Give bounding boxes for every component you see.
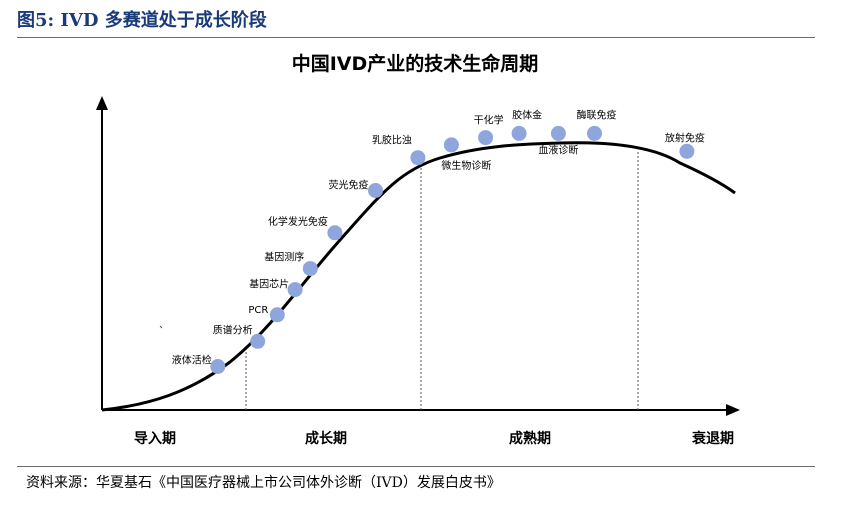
stage-dividers [245, 150, 639, 410]
data-point [250, 333, 266, 349]
point-label: 微生物诊断 [441, 159, 491, 172]
stage-label-mature: 成熟期 [509, 430, 551, 447]
data-point [269, 307, 285, 323]
point-label: 化学发光免疫 [268, 215, 328, 228]
x-axis-arrow [726, 404, 740, 416]
stage-label-intro: 导入期 [134, 431, 176, 447]
axes [101, 106, 730, 411]
point-label: 酶联免疫 [577, 108, 617, 121]
point-label: 放射免疫 [665, 131, 705, 144]
data-point [327, 225, 343, 241]
data-point [511, 125, 527, 141]
data-point [302, 261, 318, 277]
point-label: 基因测序 [264, 251, 304, 264]
point-label: 液体活检 [172, 354, 212, 367]
point-label: 血液诊断 [538, 143, 578, 156]
stage-label-decline: 衰退期 [691, 430, 734, 447]
stage-labels: 导入期 成长期 成熟期 衰退期 [134, 430, 734, 447]
data-point [287, 282, 303, 298]
stage-label-growth: 成长期 [305, 430, 347, 447]
minor-mark [159, 325, 163, 329]
point-label: 基因芯片 [249, 278, 289, 291]
y-axis-arrow [96, 96, 108, 110]
point-label: PCR [248, 305, 268, 316]
bottom-rule [17, 466, 815, 467]
point-label: 乳胶比浊 [372, 134, 412, 147]
point-label: 质谱分析 [213, 323, 253, 336]
lifecycle-curve [101, 141, 736, 412]
lifecycle-chart: 中国IVD产业的技术生命周期 液体活检 质谱分析 PCR 基因芯片 基因测序 化学发光免疫… [96, 52, 740, 447]
data-point [679, 143, 695, 159]
top-rule [17, 37, 815, 38]
figure-header: 图5: IVD 多赛道处于成长阶段 [17, 10, 267, 31]
chart-title: 中国IVD产业的技术生命周期 [292, 52, 539, 75]
point-label: 荧光免疫 [329, 179, 369, 192]
point-label: 干化学 [474, 114, 504, 127]
point-label: 胶体金 [512, 108, 542, 121]
source-note: 资料来源：华夏基石《中国医疗器械上市公司体外诊断（IVD）发展白皮书》 [26, 475, 501, 491]
data-points [210, 125, 695, 374]
data-point [550, 125, 566, 141]
data-point [210, 359, 226, 374]
data-point [443, 137, 459, 153]
data-point [368, 183, 383, 198]
data-point [478, 130, 494, 146]
data-point [587, 125, 602, 141]
data-point [410, 150, 426, 166]
